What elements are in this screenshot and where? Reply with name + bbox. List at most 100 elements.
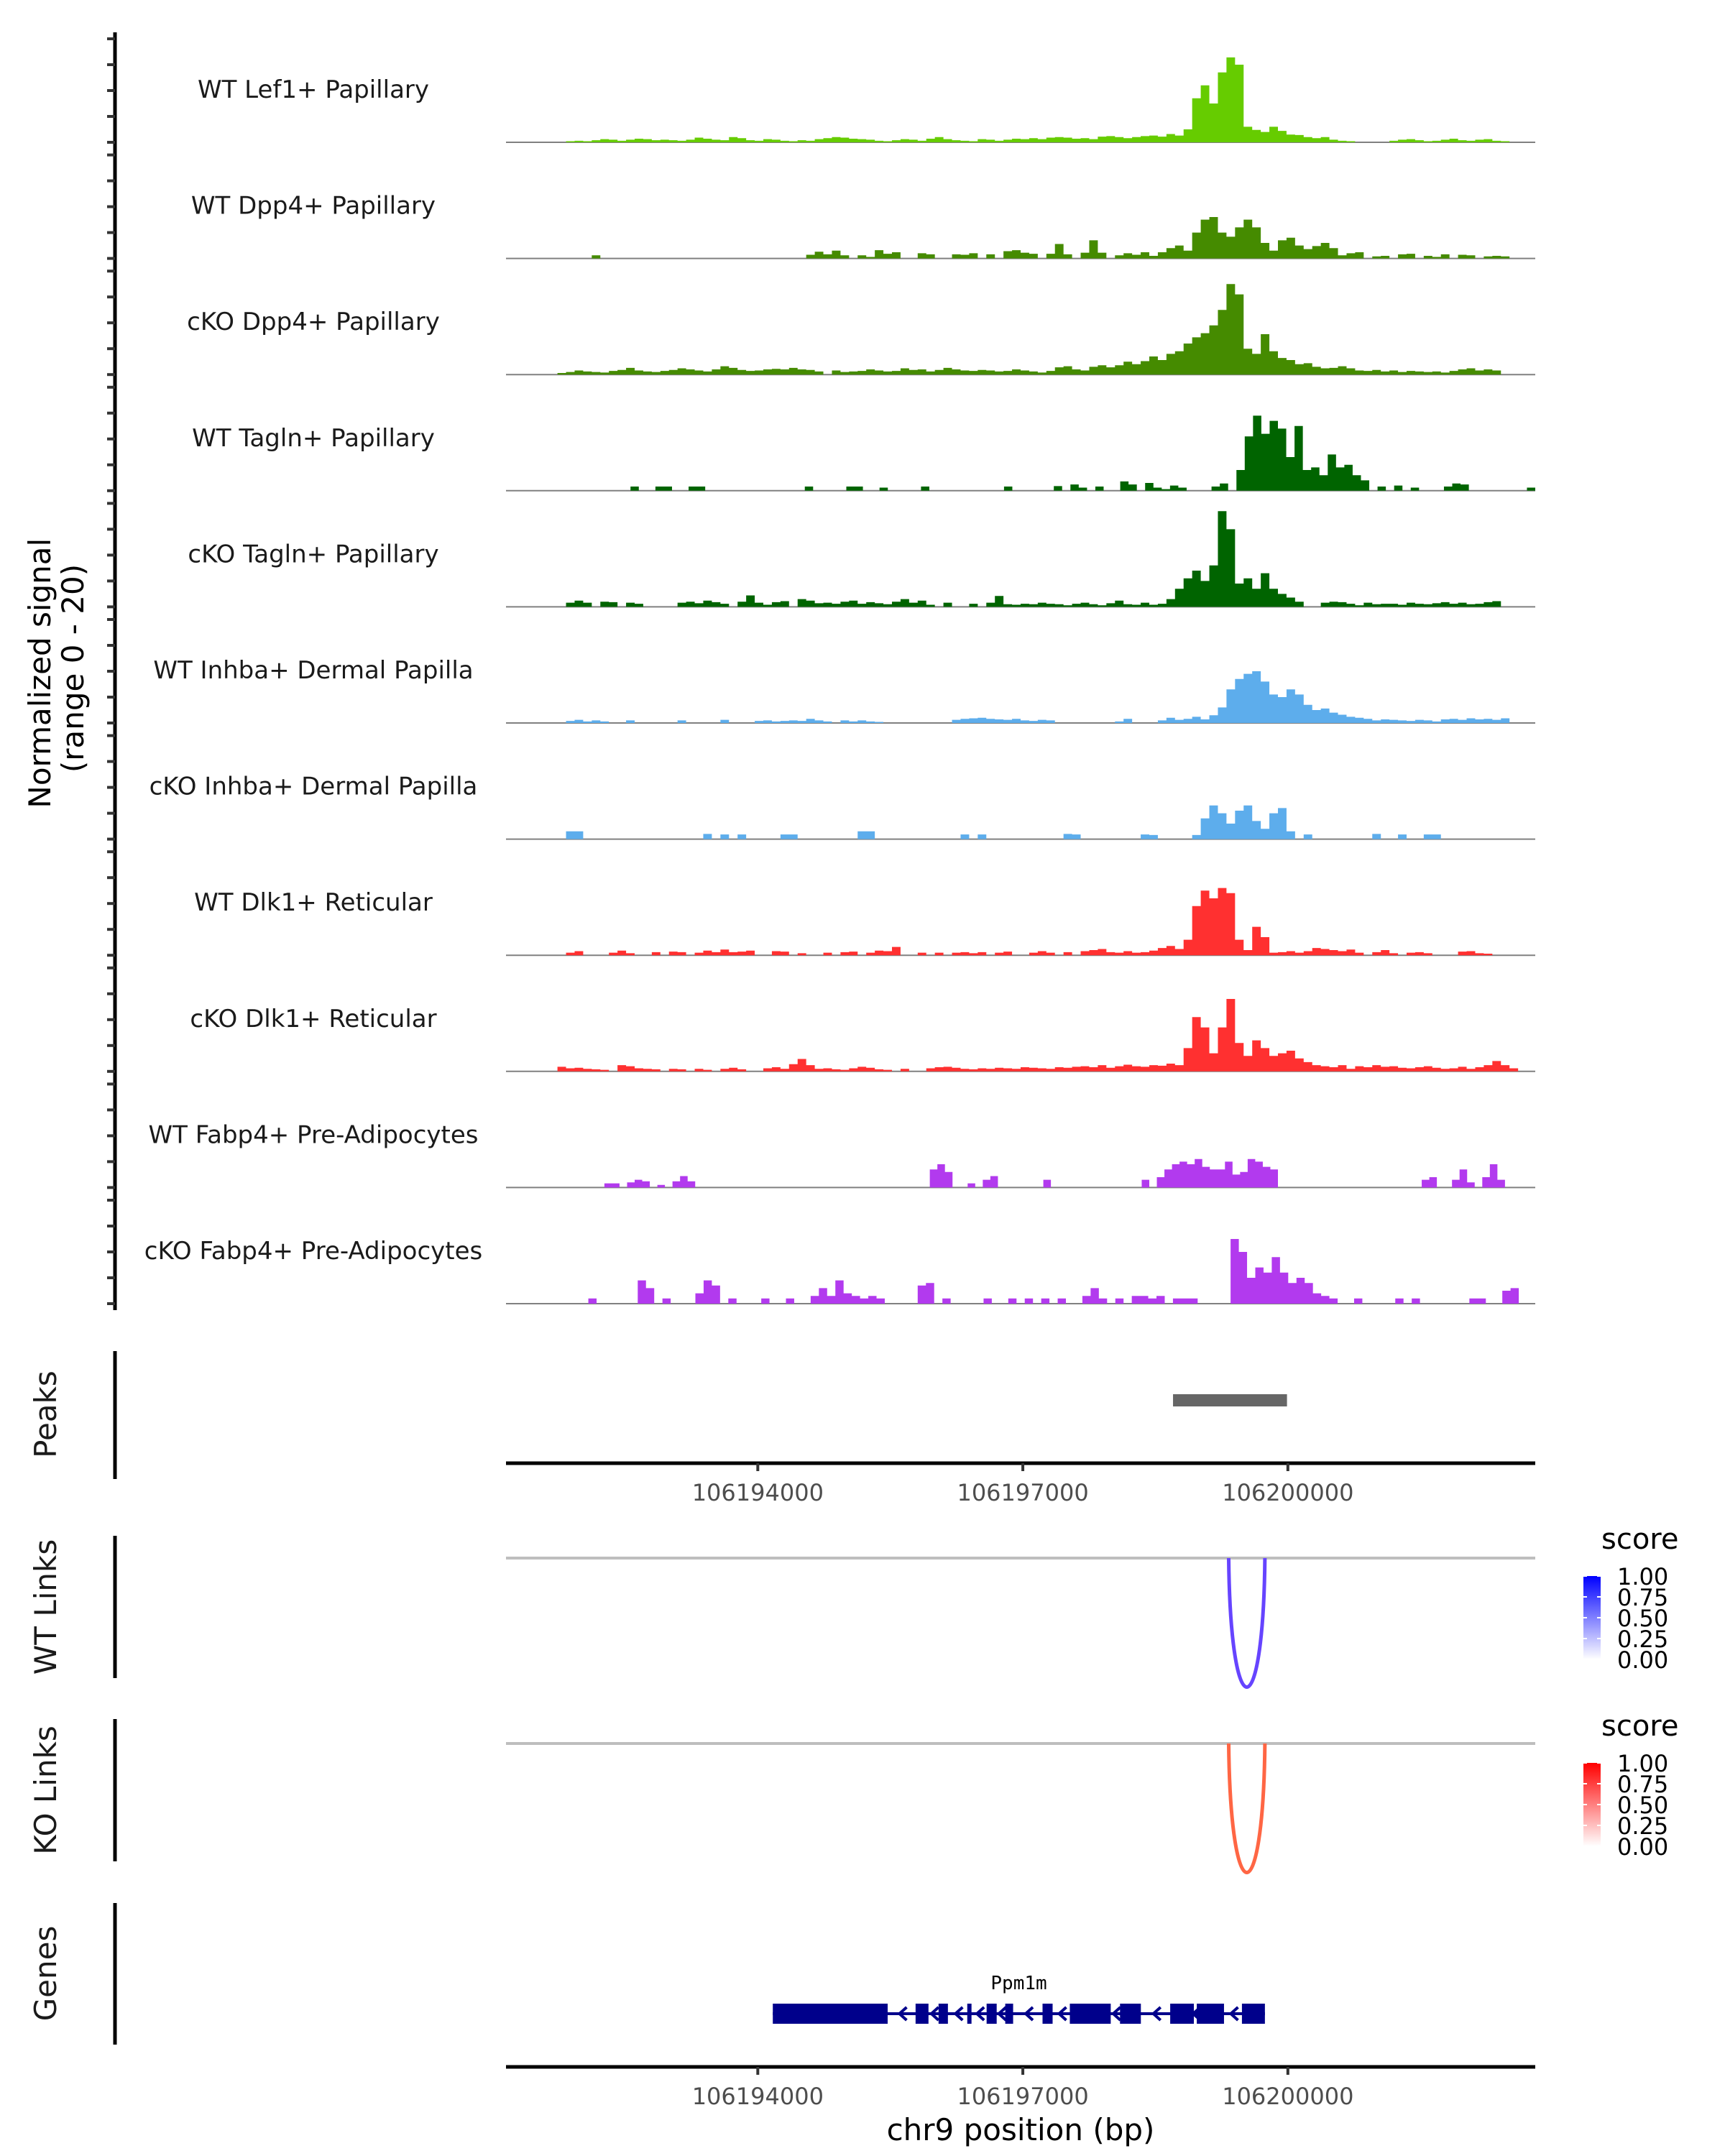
- coverage-y-axis-title-line2: (range 0 - 20): [55, 564, 91, 773]
- gene-exon: [986, 2004, 997, 2024]
- coverage-area: [506, 671, 1535, 723]
- peak-range: [1173, 1394, 1287, 1406]
- x-axis-bottom-tick-label: 106197000: [957, 2083, 1088, 2110]
- x-axis-top-tick-label: 106200000: [1222, 1479, 1353, 1506]
- strand-arrow-icon: [1151, 2006, 1162, 2022]
- coverage-y-axis-title-line1: Normalized signal: [22, 538, 58, 808]
- strand-arrow-icon: [1228, 2006, 1239, 2022]
- x-axis-title: chr9 position (bp): [887, 2112, 1155, 2147]
- track-label: WT Tagln+ Papillary: [192, 424, 435, 453]
- strand-arrow-icon: [1024, 2006, 1034, 2022]
- gene-exon: [967, 2004, 972, 2024]
- coverage-track: cKO Dpp4+ Papillary: [187, 284, 1535, 376]
- peaks-panel-label: Peaks: [28, 1370, 63, 1458]
- gene-models: Ppm1m: [773, 1973, 1265, 2024]
- coverage-area: [506, 1158, 1535, 1188]
- track-label: WT Fabp4+ Pre-Adipocytes: [149, 1120, 479, 1149]
- legend-tick-label: 0.25: [1617, 1626, 1668, 1653]
- legend-tick-label: 0.00: [1617, 1833, 1668, 1861]
- x-axis-top-tick-label: 106197000: [957, 1479, 1088, 1506]
- gene-exon: [1197, 2004, 1224, 2024]
- legend-tick-label: 0.50: [1617, 1792, 1668, 1819]
- coverage-area: [506, 888, 1535, 956]
- gene-exon: [1120, 2004, 1141, 2024]
- link-arc: [1226, 1743, 1267, 1874]
- legend-tick-label: 0.75: [1617, 1584, 1668, 1611]
- gene-exon: [1070, 2004, 1111, 2024]
- score-legend: score 1.000.750.500.250.00: [1583, 1710, 1678, 1861]
- legend-title: score: [1601, 1710, 1678, 1743]
- coverage-y-ticks: [107, 37, 115, 1305]
- gene-exon: [1170, 2004, 1195, 2024]
- track-label: WT Lef1+ Papillary: [198, 75, 429, 104]
- legend-title: score: [1601, 1523, 1678, 1556]
- coverage-track: cKO Fabp4+ Pre-Adipocytes: [144, 1237, 1535, 1304]
- x-axis-top-tick-label: 106194000: [692, 1479, 824, 1506]
- gene-exon: [1005, 2004, 1013, 2024]
- coverage-track: cKO Tagln+ Papillary: [188, 511, 1535, 608]
- legend-tick-label: 0.25: [1617, 1812, 1668, 1840]
- coverage-tracks: WT Lef1+ Papillary WT Dpp4+ Papillary cKO …: [144, 57, 1535, 1304]
- track-label: cKO Dlk1+ Reticular: [190, 1005, 436, 1033]
- strand-arrow-icon: [975, 2006, 985, 2022]
- track-label: cKO Tagln+ Papillary: [188, 540, 438, 568]
- gene-exon: [915, 2004, 929, 2024]
- track-label: cKO Fabp4+ Pre-Adipocytes: [144, 1237, 483, 1266]
- track-label: WT Dpp4+ Papillary: [191, 192, 436, 221]
- track-label: WT Dlk1+ Reticular: [194, 888, 433, 917]
- strand-arrow-icon: [1057, 2006, 1067, 2022]
- legend-tick-label: 0.00: [1617, 1646, 1668, 1674]
- coverage-track: WT Tagln+ Papillary: [192, 415, 1535, 492]
- gene-exon: [1042, 2004, 1053, 2024]
- strand-arrow-icon: [1110, 2006, 1122, 2022]
- coverage-area: [506, 284, 1535, 375]
- coverage-y-axis: Normalized signal (range 0 - 20): [22, 32, 117, 1310]
- strand-arrow-icon: [929, 2006, 940, 2022]
- coverage-area: [506, 805, 1535, 839]
- gene-exon: [938, 2004, 948, 2024]
- genes-panel: Genes Ppm1m 106194000 106197000 106200000 …: [28, 1903, 1535, 2147]
- links-panel-label: KO Links: [28, 1726, 63, 1855]
- gene-exon: [1241, 2004, 1265, 2024]
- x-axis-bottom-tick-label: 106194000: [692, 2083, 824, 2110]
- coverage-y-axis-title: Normalized signal (range 0 - 20): [22, 528, 91, 808]
- links-panel: WT Links score 1.000.750.500.250.00: [28, 1523, 1678, 1689]
- coverage-area: [506, 511, 1535, 607]
- legend-tick-label: 0.75: [1617, 1771, 1668, 1798]
- strand-arrow-icon: [996, 2006, 1007, 2022]
- coverage-area: [506, 999, 1535, 1072]
- coverage-track: WT Lef1+ Papillary: [198, 57, 1535, 143]
- coverage-track: WT Dlk1+ Reticular: [194, 888, 1535, 957]
- coverage-area: [506, 217, 1535, 259]
- track-label: cKO Dpp4+ Papillary: [187, 308, 440, 336]
- strand-arrow-icon: [897, 2006, 908, 2022]
- coverage-area: [506, 57, 1535, 142]
- coverage-track: cKO Inhba+ Dermal Papilla: [150, 773, 1535, 840]
- genes-panel-label: Genes: [28, 1926, 63, 2022]
- track-label: WT Inhba+ Dermal Papilla: [153, 656, 473, 685]
- x-axis-bottom-tick-label: 106200000: [1222, 2083, 1353, 2110]
- coverage-track: cKO Dlk1+ Reticular: [190, 999, 1535, 1072]
- legend-tick-label: 1.00: [1617, 1750, 1668, 1777]
- score-legend: score 1.000.750.500.250.00: [1583, 1523, 1678, 1674]
- gene-exon: [773, 2004, 888, 2024]
- legend-tick-label: 1.00: [1617, 1563, 1668, 1590]
- coverage-track: WT Inhba+ Dermal Papilla: [153, 656, 1535, 724]
- x-axis-ticks-top: 106194000 106197000 106200000: [692, 1463, 1353, 1506]
- strand-arrow-icon: [953, 2006, 964, 2022]
- track-label: cKO Inhba+ Dermal Papilla: [150, 773, 478, 801]
- peak-ranges: [1173, 1394, 1287, 1406]
- coverage-area: [506, 415, 1535, 491]
- coverage-track: WT Dpp4+ Papillary: [191, 192, 1535, 259]
- x-axis-ticks-bottom: 106194000 106197000 106200000: [692, 2067, 1353, 2110]
- links-panel-label: WT Links: [28, 1539, 63, 1674]
- coverage-track: WT Fabp4+ Pre-Adipocytes: [149, 1120, 1535, 1189]
- link-arc: [1226, 1557, 1267, 1689]
- gene-name-label: Ppm1m: [990, 1973, 1046, 1994]
- links-panel: KO Links score 1.000.750.500.250.00: [28, 1710, 1678, 1874]
- gene-model: Ppm1m: [773, 1973, 1265, 2024]
- peaks-panel: Peaks 106194000 106197000 106200000: [28, 1351, 1535, 1506]
- coverage-area: [506, 1239, 1535, 1304]
